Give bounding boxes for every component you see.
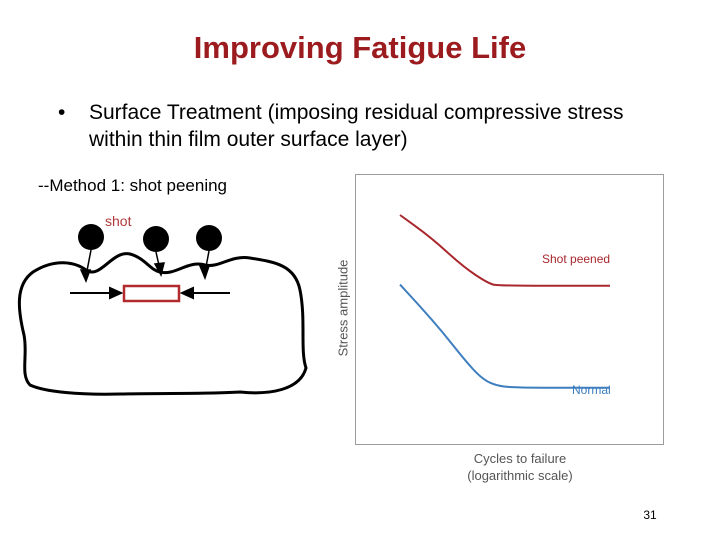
workpiece-outline bbox=[17, 252, 308, 396]
impact-arrowhead-right bbox=[198, 265, 211, 281]
x-axis-scale-note: (logarithmic scale) bbox=[467, 468, 573, 483]
page-number: 31 bbox=[643, 508, 657, 522]
compressed-layer-box bbox=[122, 284, 181, 303]
shot-ball-right bbox=[196, 225, 222, 251]
normal-line bbox=[399, 283, 610, 389]
y-axis-label: Stress amplitude bbox=[335, 259, 351, 357]
sn-chart: Shot peened Normal bbox=[399, 214, 611, 397]
bullet-icon: • bbox=[58, 101, 66, 124]
method-label: --Method 1: shot peening bbox=[38, 176, 228, 195]
compression-arrowhead-right bbox=[179, 286, 194, 300]
impact-arrowhead-middle bbox=[153, 262, 165, 278]
shot-peened-series-label: Shot peened bbox=[542, 252, 610, 266]
x-axis-label: Cycles to failure (logarithmic scale) bbox=[460, 450, 580, 484]
impact-arrowhead-left bbox=[79, 269, 92, 283]
shot-ball-middle bbox=[143, 226, 169, 252]
slide-title: Improving Fatigue Life bbox=[193, 30, 527, 65]
shot-peening-diagram bbox=[17, 224, 308, 396]
shot-ball-left bbox=[78, 224, 104, 250]
bullet-text: Surface Treatment (imposing residual com… bbox=[89, 101, 624, 151]
shot-peened-line bbox=[399, 214, 610, 287]
compression-arrowhead-left bbox=[109, 286, 124, 300]
x-axis-title: Cycles to failure bbox=[473, 451, 567, 466]
shot-label: shot bbox=[105, 213, 132, 229]
normal-series-label: Normal bbox=[572, 383, 611, 397]
